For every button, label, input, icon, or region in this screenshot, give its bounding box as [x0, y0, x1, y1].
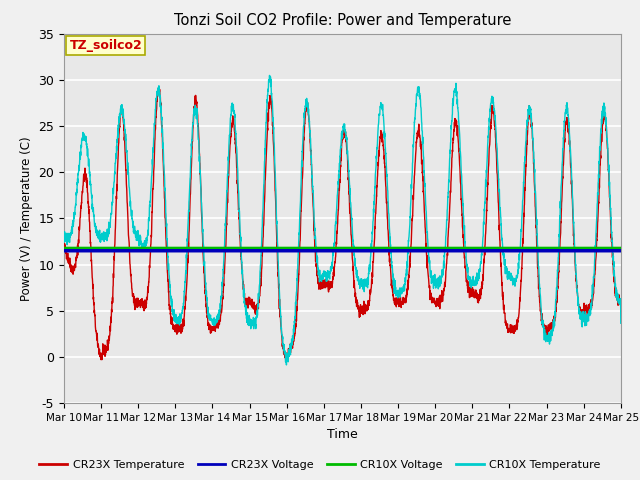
X-axis label: Time: Time	[327, 429, 358, 442]
Legend: CR23X Temperature, CR23X Voltage, CR10X Voltage, CR10X Temperature: CR23X Temperature, CR23X Voltage, CR10X …	[35, 456, 605, 474]
Y-axis label: Power (V) / Temperature (C): Power (V) / Temperature (C)	[20, 136, 33, 300]
Title: Tonzi Soil CO2 Profile: Power and Temperature: Tonzi Soil CO2 Profile: Power and Temper…	[173, 13, 511, 28]
Text: TZ_soilco2: TZ_soilco2	[70, 39, 142, 52]
